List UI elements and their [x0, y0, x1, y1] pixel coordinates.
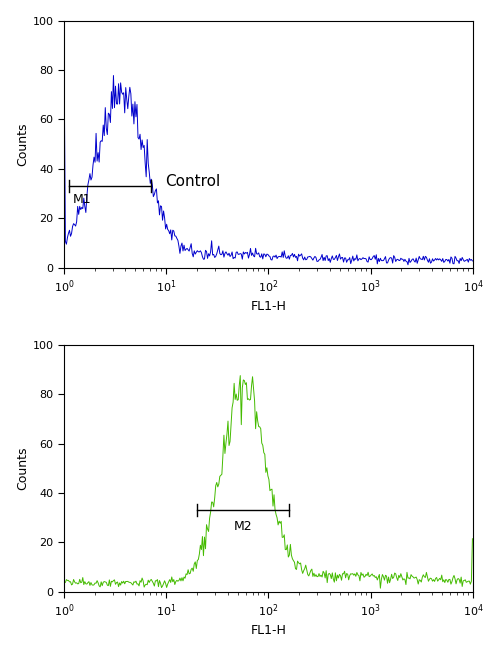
Text: Control: Control: [165, 173, 220, 188]
Y-axis label: Counts: Counts: [16, 447, 30, 490]
Text: M1: M1: [72, 194, 91, 207]
Text: M2: M2: [234, 520, 252, 533]
Y-axis label: Counts: Counts: [16, 122, 30, 166]
X-axis label: FL1-H: FL1-H: [250, 300, 286, 313]
X-axis label: FL1-H: FL1-H: [250, 625, 286, 638]
